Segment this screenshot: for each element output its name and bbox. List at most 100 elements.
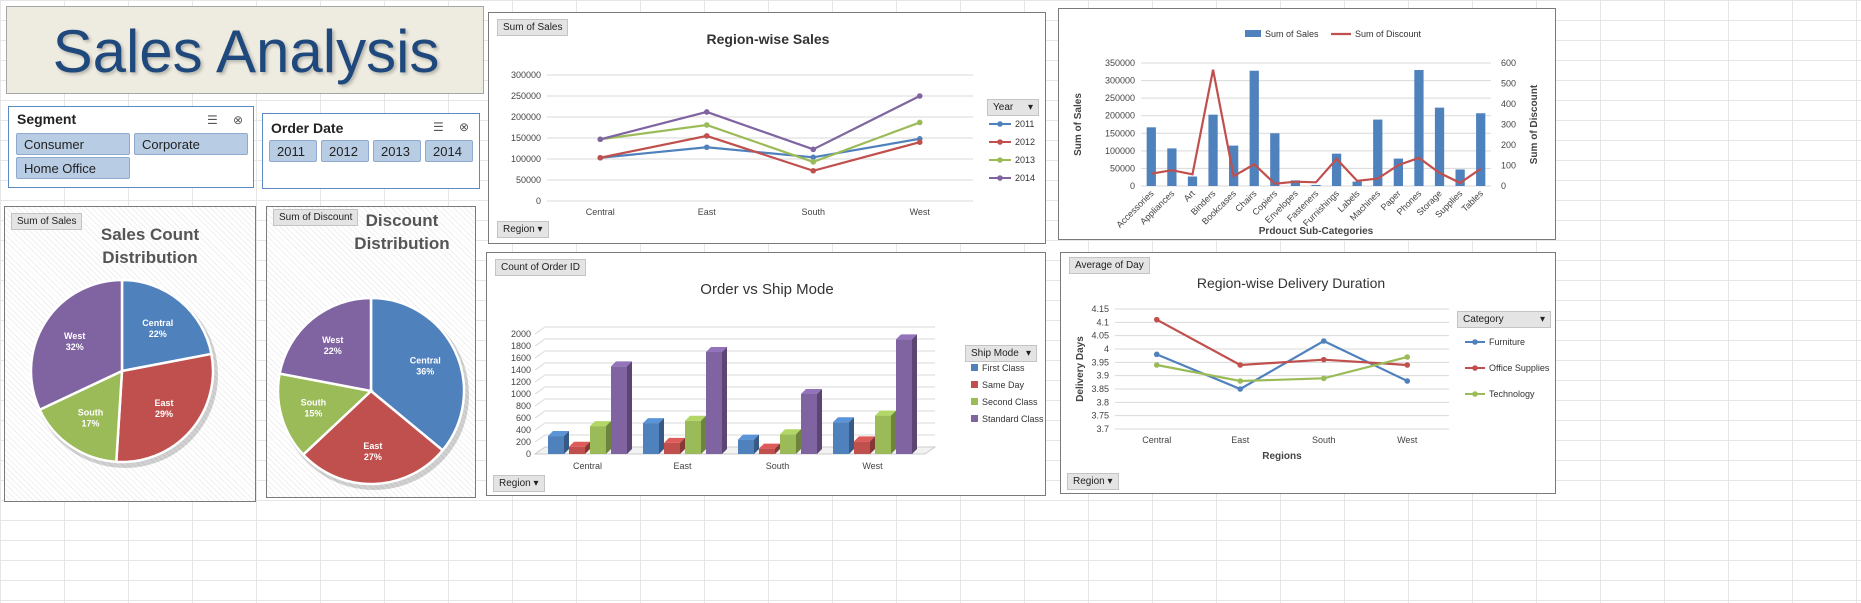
- segment-consumer[interactable]: Consumer: [16, 133, 130, 155]
- x-tick-label: Tables: [1460, 188, 1486, 214]
- gridline: [534, 350, 935, 359]
- order-date-slicer[interactable]: Order Date ☰ ⊗ 2011 2012 2013 2014: [262, 113, 480, 189]
- multi-select-icon[interactable]: ☰: [207, 113, 218, 127]
- pie-slice-West: [278, 296, 373, 393]
- data-point: [916, 139, 923, 145]
- legend-marker: [1472, 339, 1478, 345]
- segment-slicer[interactable]: Segment ☰ ⊗ Consumer Corporate Home Offi…: [8, 106, 254, 188]
- bar-top: [548, 431, 569, 437]
- y-tick-label: 3.95: [1091, 357, 1109, 367]
- bar-East-Same Day: [664, 442, 680, 454]
- segment-home-office[interactable]: Home Office: [16, 157, 130, 179]
- slice-label: West: [322, 335, 343, 345]
- data-point: [1153, 316, 1160, 323]
- bar-top: [590, 421, 611, 427]
- y-tick-label: 1200: [511, 377, 531, 387]
- y-tick-label: 3.8: [1096, 397, 1109, 407]
- data-point: [597, 136, 604, 143]
- clear-filter-icon[interactable]: ⊗: [233, 113, 244, 127]
- y-tick-label: 4.05: [1091, 331, 1109, 341]
- chart-title: Region-wise Delivery Duration: [1196, 275, 1386, 291]
- dropdown-arrow-icon: ▾: [1027, 102, 1033, 113]
- slice-value-label: 32%: [66, 342, 84, 352]
- legend-label: 2011: [1015, 119, 1034, 129]
- bar-top: [643, 418, 664, 424]
- field-button-average-of-day[interactable]: Average of Day: [1069, 257, 1150, 274]
- data-point: [1320, 356, 1327, 363]
- bar-Central-Same Day: [569, 446, 585, 454]
- slice-label: East: [363, 441, 382, 451]
- axis-button-region[interactable]: Region ▾: [493, 475, 545, 492]
- legend-marker: [997, 175, 1003, 181]
- bar-Art: [1187, 176, 1198, 186]
- y-tick-label: 400: [516, 425, 531, 435]
- y2-tick-label: 400: [1501, 99, 1516, 109]
- bar-side: [849, 417, 854, 454]
- y2-tick-label: 300: [1501, 120, 1516, 130]
- bar-top: [896, 334, 917, 340]
- chart-title: Discount Distribution: [354, 211, 450, 253]
- y-tick-label: 1800: [511, 341, 531, 351]
- data-point: [810, 167, 817, 174]
- series-line-2014: [599, 95, 921, 151]
- field-button-sum-of-sales[interactable]: Sum of Sales: [497, 19, 569, 36]
- bar-top: [664, 437, 685, 443]
- bar-Appliances: [1167, 148, 1177, 186]
- y-tick-label: 4: [1104, 344, 1109, 354]
- bar-Supplies: [1455, 169, 1465, 186]
- y-tick-label: 100000: [1105, 146, 1135, 156]
- delivery-duration-chart: Average of Day Region-wise Delivery Dura…: [1060, 252, 1556, 494]
- data-point: [597, 154, 604, 161]
- field-button-sum-of-discount[interactable]: Sum of Discount: [273, 209, 359, 226]
- slice-label: Central: [410, 355, 441, 365]
- year-2012[interactable]: 2012: [321, 140, 369, 162]
- legend-button-ship-mode[interactable]: Ship Mode ▾: [965, 345, 1037, 362]
- ship-mode-chart: Count of Order ID Order vs Ship Mode 0 20…: [486, 252, 1046, 496]
- slice-label: South: [78, 407, 104, 417]
- bar-top: [780, 429, 801, 435]
- bar-West-Same Day: [854, 441, 870, 454]
- slice-value-label: 29%: [155, 409, 173, 419]
- year-2011[interactable]: 2011: [269, 140, 317, 162]
- region-sales-plot: 0 50000 100000 150000 200000 250000 300000 Cent…: [511, 70, 1035, 217]
- legend-button-category[interactable]: Category ▾: [1457, 311, 1551, 328]
- delivery-plot: 3.7 3.75 3.8 3.85 3.9 3.95 4 4.05 4.1 4.15 Central…: [1075, 304, 1550, 462]
- legend-swatch: [971, 381, 978, 388]
- bar-East-First Class: [643, 423, 659, 454]
- legend-marker: [997, 139, 1003, 145]
- y2-tick-label: 200: [1501, 140, 1516, 150]
- legend-label: First Class: [982, 363, 1025, 373]
- field-button-sum-of-sales[interactable]: Sum of Sales: [11, 213, 83, 230]
- x-tick-label: South: [766, 461, 790, 471]
- bar-Central-First Class: [548, 436, 564, 454]
- bar-side: [606, 421, 611, 454]
- axis-button-region[interactable]: Region ▾: [497, 221, 549, 238]
- field-button-count-of-order-id[interactable]: Count of Order ID: [495, 259, 586, 276]
- y-tick-label: 4.15: [1091, 304, 1109, 314]
- y-tick-label: 200000: [1105, 111, 1135, 121]
- segment-corporate[interactable]: Corporate: [134, 133, 248, 155]
- legend-swatch: [971, 364, 978, 371]
- y-tick-label: 0: [536, 196, 541, 206]
- y-tick-label: 250000: [511, 91, 541, 101]
- legend-button-year[interactable]: Year ▾: [987, 99, 1039, 116]
- axis-button-region[interactable]: Region ▾: [1067, 473, 1119, 490]
- bar-side: [796, 429, 801, 454]
- bar-Tables: [1476, 113, 1486, 186]
- bar-top: [759, 443, 780, 449]
- multi-select-icon[interactable]: ☰: [433, 120, 444, 134]
- bar-West-First Class: [833, 422, 849, 454]
- discount-line: [1151, 69, 1482, 185]
- subcategory-chart: 0 50000 100000 150000 200000 250000 300000 3500…: [1058, 8, 1556, 240]
- gridline: [534, 386, 935, 395]
- year-2013[interactable]: 2013: [373, 140, 421, 162]
- series-line-Office Supplies: [1156, 318, 1408, 367]
- legend-swatch: [971, 398, 978, 405]
- y2-tick-label: 500: [1501, 79, 1516, 89]
- region-sales-chart: Sum of Sales Region-wise Sales 0 50000 100…: [488, 12, 1046, 244]
- y-tick-label: 3.7: [1096, 424, 1109, 434]
- clear-filter-icon[interactable]: ⊗: [459, 120, 470, 134]
- y-tick-label: 3.75: [1091, 411, 1109, 421]
- y-tick-label: 300000: [1105, 76, 1135, 86]
- year-2014[interactable]: 2014: [425, 140, 473, 162]
